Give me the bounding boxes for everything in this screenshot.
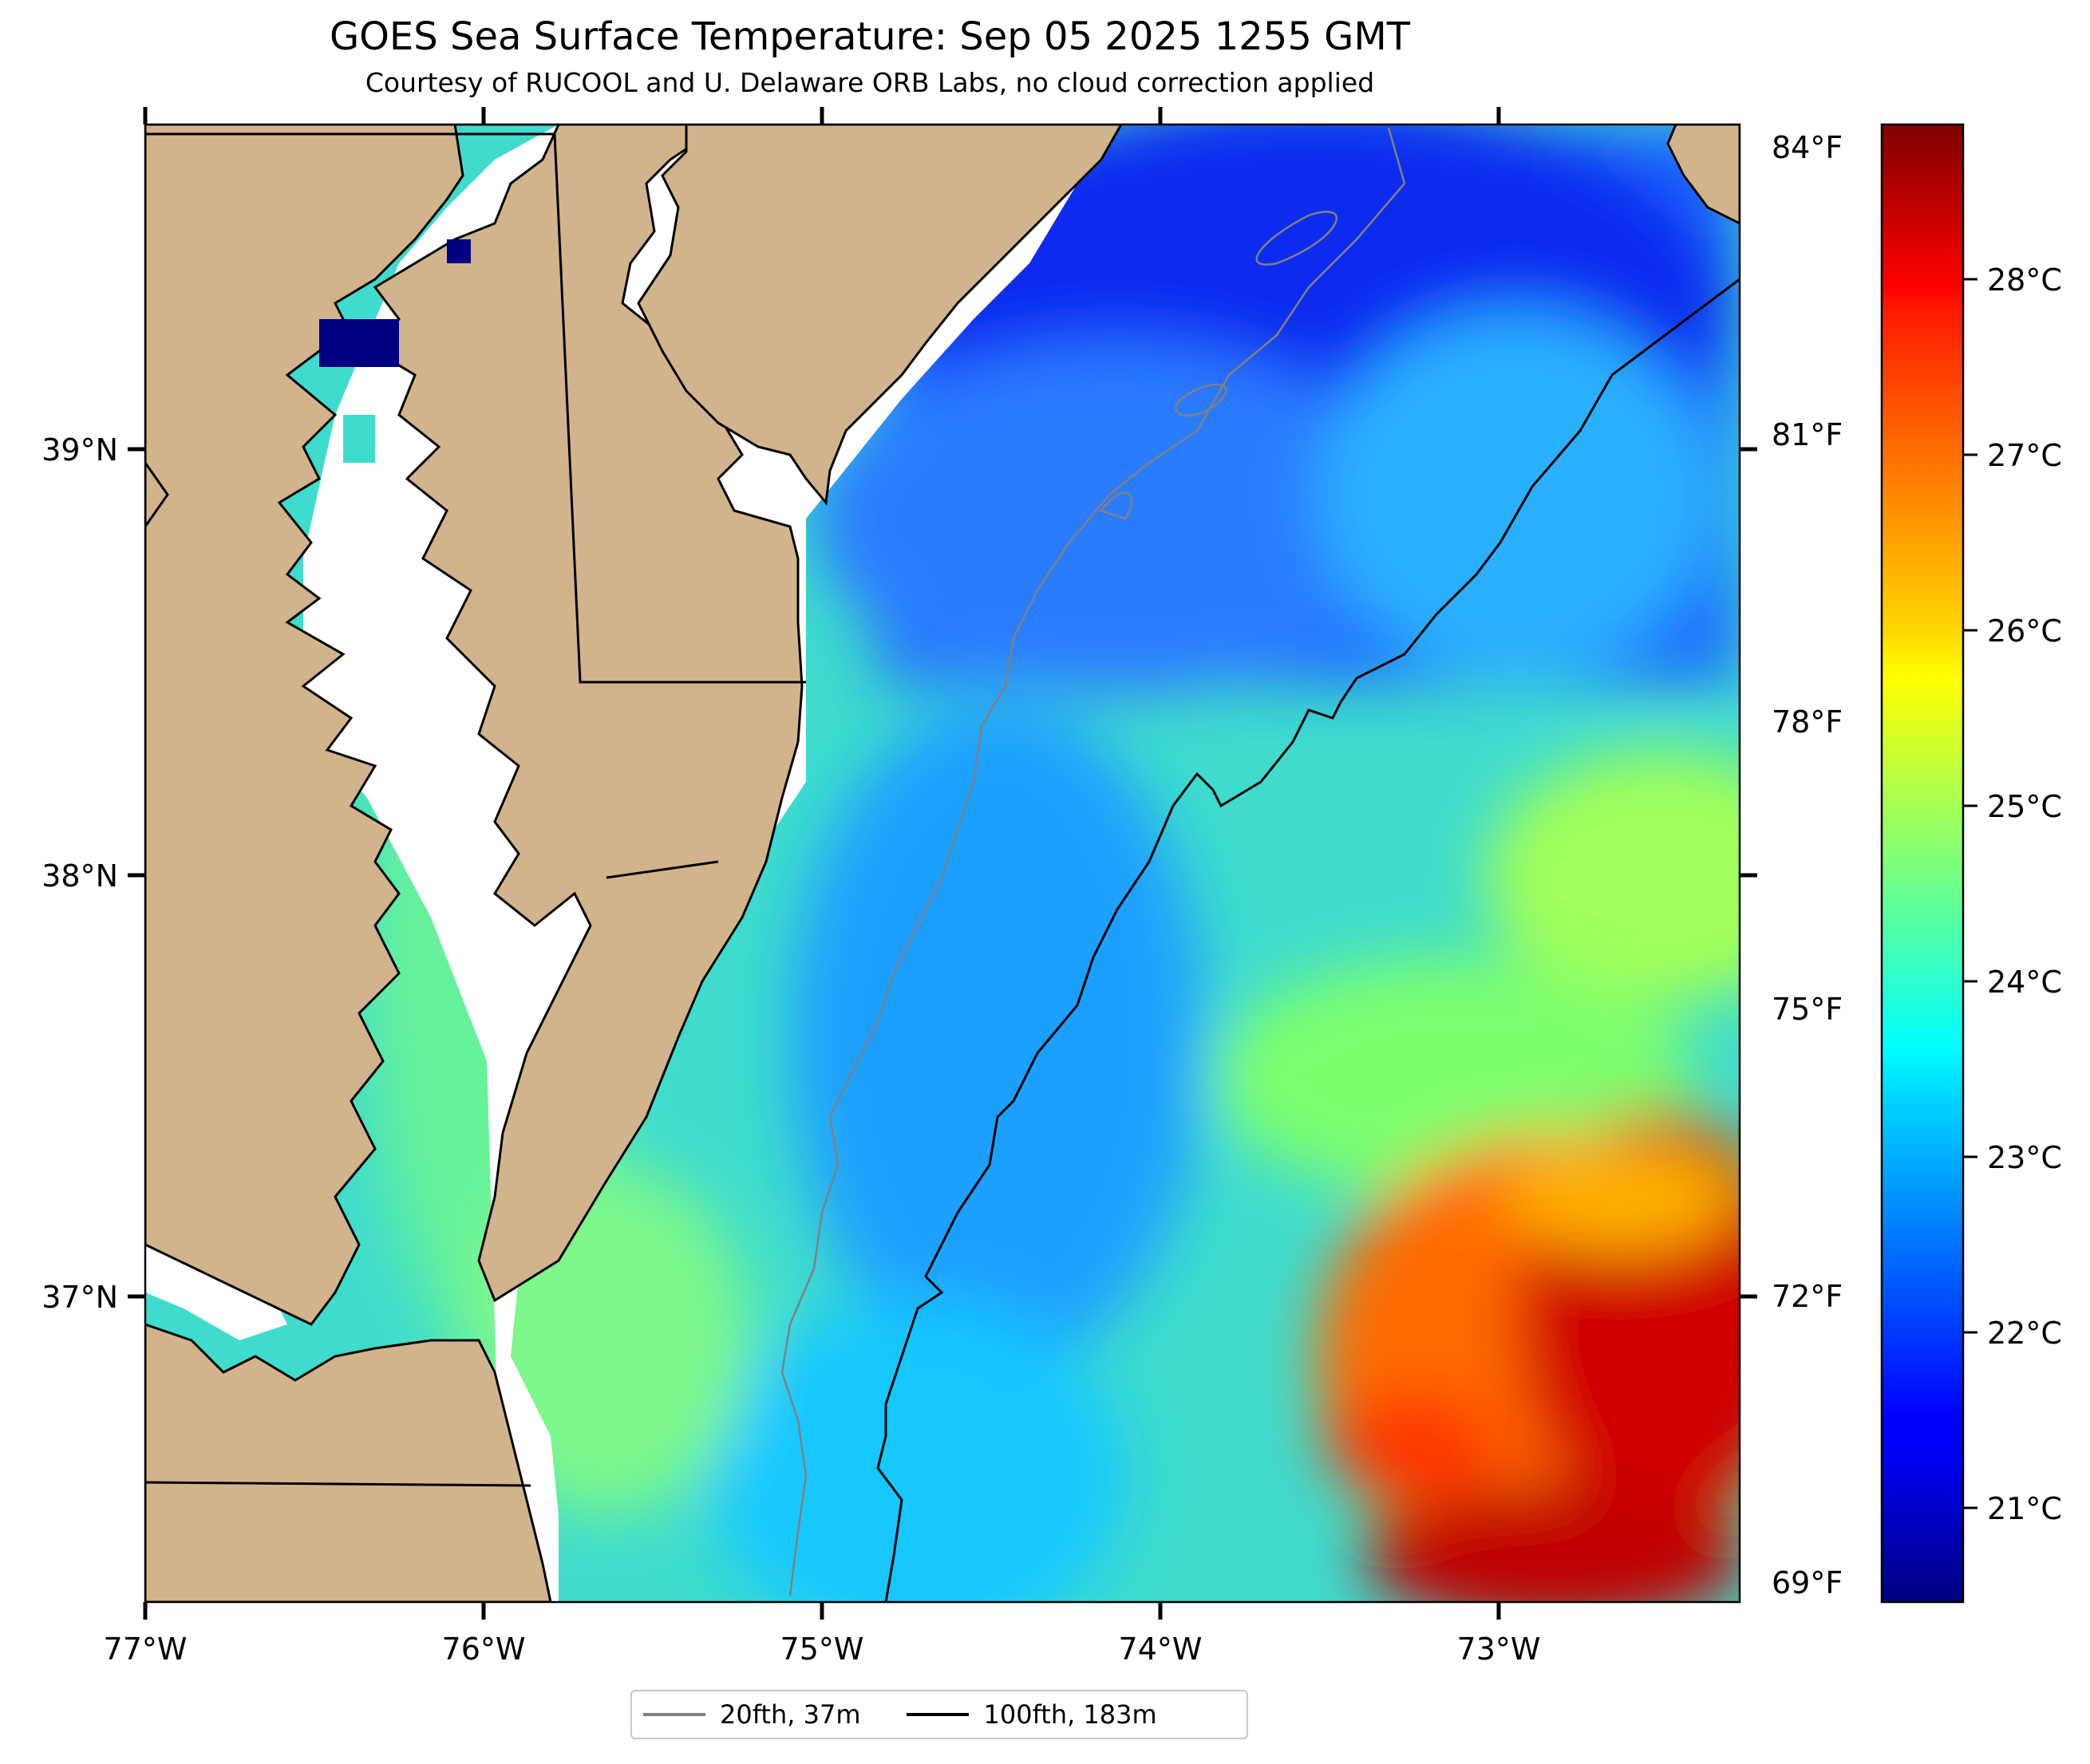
lon-tick-label: 74°W bbox=[1119, 1632, 1203, 1667]
lat-tick-label: 37°N bbox=[41, 1280, 118, 1315]
lon-tick-marks bbox=[128, 107, 1757, 1620]
page-title: GOES Sea Surface Temperature: Sep 05 202… bbox=[329, 14, 1411, 59]
celsius-tick-label: 24°C bbox=[1987, 965, 2062, 1000]
celsius-tick-label: 26°C bbox=[1987, 614, 2062, 649]
lon-tick-label: 75°W bbox=[780, 1632, 864, 1667]
contour-20fth-shoal bbox=[1099, 211, 1338, 520]
contour-20fth bbox=[780, 127, 1406, 1596]
celsius-tick-label: 21°C bbox=[1987, 1491, 2062, 1526]
celsius-tick-label: 25°C bbox=[1987, 789, 2062, 824]
map-panel bbox=[145, 124, 1740, 1602]
celsius-tick-label: 27°C bbox=[1987, 438, 2062, 473]
fahrenheit-tick-label: 81°F bbox=[1772, 417, 1843, 452]
celsius-tick-label: 23°C bbox=[1987, 1140, 2062, 1175]
fahrenheit-tick-labels: 69°F 72°F 75°F 78°F 81°F 84°F bbox=[1772, 130, 1843, 1600]
lon-tick-label: 73°W bbox=[1457, 1632, 1541, 1667]
land-virginia-south bbox=[145, 1323, 552, 1602]
map-frame bbox=[144, 123, 1741, 1604]
legend-label: 100fth, 183m bbox=[983, 1699, 1157, 1730]
celsius-tick-labels: 21°C 22°C 23°C 24°C 25°C 26°C 27°C 28°C bbox=[1987, 262, 2062, 1526]
bay-water bbox=[319, 239, 471, 463]
lat-tick-label: 38°N bbox=[41, 858, 118, 894]
land-new-jersey bbox=[637, 124, 1123, 506]
legend-item-100fth: 100fth, 183m bbox=[907, 1699, 1157, 1730]
colorbar-ticks bbox=[1963, 278, 1977, 1509]
lon-tick-label: 76°W bbox=[442, 1632, 526, 1667]
lat-tick-label: 39°N bbox=[41, 432, 118, 468]
state-boundaries bbox=[145, 132, 806, 1487]
fahrenheit-tick-label: 78°F bbox=[1772, 704, 1843, 740]
legend-swatch-gray bbox=[643, 1713, 705, 1716]
lon-tick-label: 77°W bbox=[104, 1632, 188, 1667]
legend-item-20fth: 20fth, 37m bbox=[643, 1699, 860, 1730]
land bbox=[145, 124, 1740, 1602]
celsius-tick-label: 28°C bbox=[1987, 262, 2062, 298]
lat-tick-labels: 39°N 38°N 37°N bbox=[41, 432, 118, 1315]
legend-label: 20fth, 37m bbox=[720, 1699, 861, 1730]
fahrenheit-tick-label: 72°F bbox=[1772, 1279, 1843, 1314]
land-long-island bbox=[1666, 124, 1740, 225]
land-western-shore bbox=[145, 124, 464, 1326]
colorbar: 21°C 22°C 23°C 24°C 25°C 26°C 27°C 28°C bbox=[1880, 123, 2062, 1604]
contour-100fth bbox=[876, 278, 1740, 1602]
colorbar-gradient bbox=[1880, 123, 1965, 1604]
celsius-tick-label: 22°C bbox=[1987, 1316, 2062, 1351]
lon-tick-labels: 77°W 76°W 75°W 74°W 73°W bbox=[104, 1632, 1541, 1667]
legend: 20fth, 37m 100fth, 183m bbox=[630, 1690, 1248, 1739]
page-subtitle: Courtesy of RUCOOL and U. Delaware ORB L… bbox=[365, 67, 1375, 98]
fahrenheit-tick-label: 75°F bbox=[1772, 992, 1843, 1027]
fahrenheit-tick-label: 84°F bbox=[1772, 130, 1843, 165]
legend-swatch-black bbox=[907, 1713, 970, 1716]
fahrenheit-tick-label: 69°F bbox=[1772, 1565, 1843, 1600]
